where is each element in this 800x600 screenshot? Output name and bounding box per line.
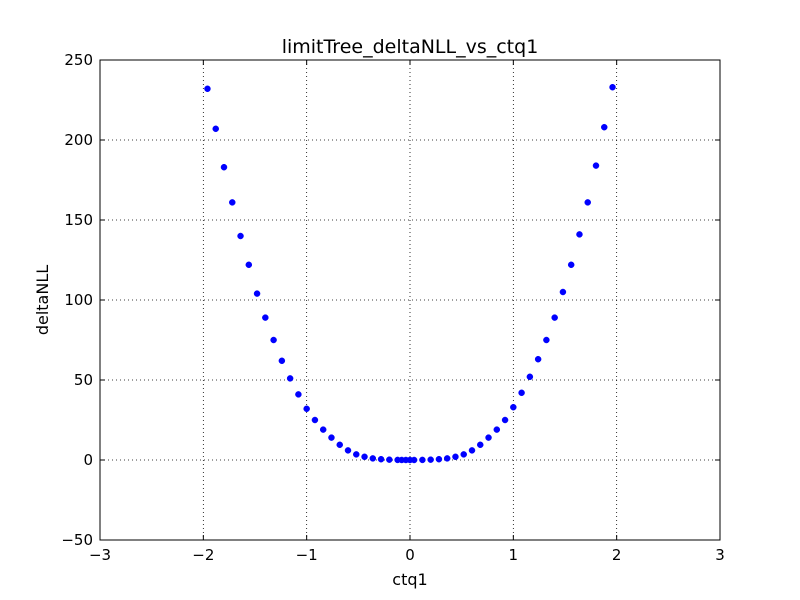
- data-point: [419, 456, 426, 464]
- data-point: [526, 373, 534, 381]
- data-point: [410, 456, 418, 464]
- y-tick-label: 0: [83, 451, 93, 469]
- y-tick-label: 50: [74, 371, 93, 389]
- ticks: −3 −2 −1 0 1 2 3 −50 0 50 100 150 200 250: [61, 51, 724, 564]
- data-point: [336, 441, 343, 449]
- data-point: [485, 434, 492, 441]
- data-point: [361, 453, 368, 461]
- data-point: [270, 336, 277, 344]
- x-tick-label: 0: [405, 546, 415, 564]
- data-point: [262, 314, 269, 321]
- data-point: [510, 403, 517, 411]
- y-tick-label: 150: [64, 211, 93, 229]
- x-tick-label: −1: [296, 546, 318, 564]
- data-point: [328, 434, 335, 441]
- y-tick-label: 250: [64, 51, 93, 69]
- data-point: [559, 288, 567, 296]
- data-point: [319, 426, 327, 433]
- y-tick-label: 200: [64, 131, 93, 149]
- y-axis-title: deltaNLL: [33, 265, 52, 335]
- data-point: [344, 447, 352, 454]
- data-point: [212, 125, 219, 133]
- data-point: [369, 455, 377, 462]
- grid: [100, 60, 720, 540]
- data-point: [543, 336, 550, 344]
- data-point: [303, 405, 310, 413]
- data-point: [295, 391, 302, 398]
- data-point: [377, 455, 385, 463]
- chart-title: limitTree_deltaNLL_vs_ctq1: [282, 36, 539, 58]
- data-point: [468, 447, 476, 454]
- data-point: [518, 389, 525, 397]
- data-point: [551, 314, 558, 321]
- x-tick-label: −3: [89, 546, 111, 564]
- data-point: [435, 455, 443, 463]
- data-point: [204, 85, 211, 93]
- data-point: [534, 355, 542, 363]
- data-point: [229, 199, 236, 206]
- data-point: [477, 441, 484, 449]
- data-point: [443, 455, 451, 462]
- data-point: [353, 451, 360, 458]
- data-point: [237, 232, 244, 240]
- data-points: [204, 83, 616, 464]
- data-point: [493, 426, 501, 433]
- data-point: [427, 456, 434, 463]
- data-point: [567, 261, 575, 269]
- x-axis-title: ctq1: [392, 570, 427, 589]
- x-tick-label: 1: [509, 546, 519, 564]
- x-tick-label: 3: [715, 546, 725, 564]
- data-point: [278, 357, 286, 365]
- data-point: [601, 123, 608, 131]
- data-point: [501, 416, 509, 424]
- data-point: [576, 231, 583, 238]
- data-point: [452, 453, 459, 461]
- data-point: [592, 162, 600, 169]
- data-point: [245, 261, 253, 269]
- y-tick-label: 100: [64, 291, 93, 309]
- data-point: [220, 163, 228, 171]
- x-tick-label: −2: [192, 546, 214, 564]
- x-tick-label: 2: [612, 546, 622, 564]
- data-point: [609, 83, 616, 91]
- data-point: [286, 375, 294, 382]
- data-point: [253, 290, 261, 297]
- data-point: [311, 416, 319, 424]
- data-point: [460, 451, 467, 458]
- data-point: [584, 199, 591, 206]
- data-point: [386, 456, 393, 463]
- y-tick-label: −50: [61, 531, 93, 549]
